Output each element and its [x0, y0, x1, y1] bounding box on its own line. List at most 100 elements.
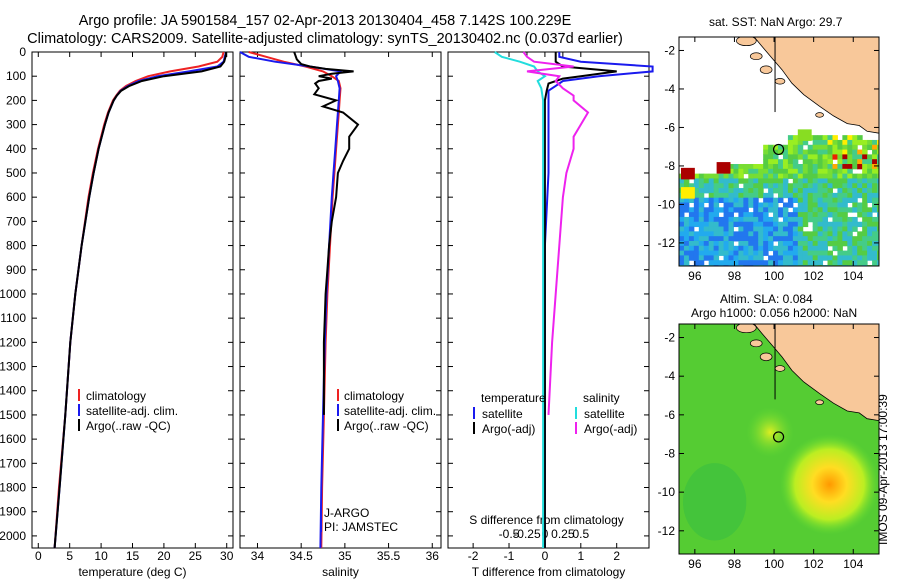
x-tick-label: 5 [66, 549, 73, 563]
sst-cell [797, 139, 804, 146]
sst-cell [753, 245, 759, 252]
sst-cell [723, 173, 730, 179]
sst-cell [842, 226, 848, 232]
annotation-text: PI: JAMSTEC [324, 520, 398, 534]
sst-cell [792, 221, 799, 228]
y-tick-label: 1900 [0, 505, 26, 519]
sst-cell [867, 139, 873, 146]
sst-cell [787, 197, 794, 203]
sst-cell [748, 178, 754, 184]
sst-cell [708, 260, 715, 266]
sst-cell [773, 164, 779, 170]
sst-cell [683, 240, 690, 247]
sst-cell [768, 236, 774, 242]
sst-cell [847, 197, 853, 203]
sst-cell [842, 139, 848, 146]
sst-cell [877, 212, 879, 218]
sst-cell [753, 250, 759, 256]
sst-cell [842, 207, 848, 213]
sst-cell [708, 236, 715, 242]
sst-cell [872, 226, 878, 232]
land-mass [753, 324, 879, 422]
sst-cell [763, 197, 769, 203]
y-tick-label: 0 [19, 45, 26, 59]
sla-map-title-1: Altim. SLA: 0.084 [720, 292, 813, 306]
map-frame [678, 323, 880, 555]
sst-cell [817, 212, 824, 218]
sst-cell [693, 255, 700, 261]
sst-cell [763, 149, 769, 155]
sst-cell [768, 159, 774, 165]
sst-cell [872, 168, 878, 175]
sst-cell [738, 226, 744, 232]
sst-cell [867, 226, 873, 232]
sst-cell [797, 221, 804, 228]
sst-cell [738, 216, 744, 223]
sst-cell [867, 197, 873, 203]
sst-cell [768, 154, 774, 160]
sst-cell [802, 159, 809, 165]
sst-cell [842, 202, 848, 208]
sst-cell [763, 178, 769, 184]
sst-cell [852, 183, 858, 189]
sst-cell [763, 202, 769, 208]
sst-cell [698, 221, 705, 228]
sst-cell [852, 139, 858, 146]
sst-cell [738, 250, 744, 256]
land-mass [753, 37, 879, 134]
sst-cell [743, 164, 749, 170]
sst-cell [842, 178, 848, 184]
sst-cell [773, 231, 779, 237]
sst-cell [862, 221, 868, 228]
sst-cell [802, 183, 809, 189]
sst-cell [778, 178, 784, 184]
sst-cell [852, 197, 858, 203]
sst-cell [683, 231, 690, 237]
sst-cell [842, 154, 848, 160]
sst-cell [683, 250, 690, 256]
sst-cell [713, 260, 720, 266]
sst-cell [802, 245, 809, 252]
sst-cell [768, 168, 774, 175]
sst-cell [837, 173, 843, 179]
sst-cell [837, 159, 843, 165]
sst-cell [862, 192, 868, 199]
sst-cell [768, 202, 774, 208]
sst-cell [792, 149, 799, 155]
sst-cell [683, 202, 690, 208]
map-y-tick-label: -8 [664, 446, 675, 460]
sst-cell [723, 183, 730, 189]
sst-cell [877, 164, 879, 170]
sst-cell [713, 245, 720, 252]
sst-cell [827, 231, 833, 237]
sst-cell [738, 197, 744, 203]
sst-cell [857, 236, 863, 242]
sst-cell [812, 260, 819, 266]
sst-cell [748, 260, 754, 266]
sst-cell [703, 216, 710, 223]
sst-cell [773, 178, 779, 184]
sst-cell [827, 168, 833, 175]
sst-cell [827, 260, 833, 266]
sst-cell [763, 231, 769, 237]
sst-cell [703, 250, 710, 256]
sst-cell [787, 139, 794, 146]
sst-cell [778, 149, 784, 155]
sst-cell [862, 250, 868, 256]
sst-cell [693, 236, 700, 242]
sst-cell [867, 164, 873, 170]
sst-cell [837, 202, 843, 208]
sst-cell [817, 202, 824, 208]
sst-cell [753, 255, 759, 261]
sst-cell [807, 245, 814, 252]
sst-cell [817, 231, 824, 237]
sst-cell [852, 245, 858, 252]
sst-cell [718, 207, 725, 213]
sst-cell [827, 207, 833, 213]
sst-cell [758, 216, 764, 223]
sst-cell [822, 226, 829, 232]
sst-cell [797, 154, 804, 160]
sst-cell [688, 231, 695, 237]
sst-cell [797, 168, 804, 175]
